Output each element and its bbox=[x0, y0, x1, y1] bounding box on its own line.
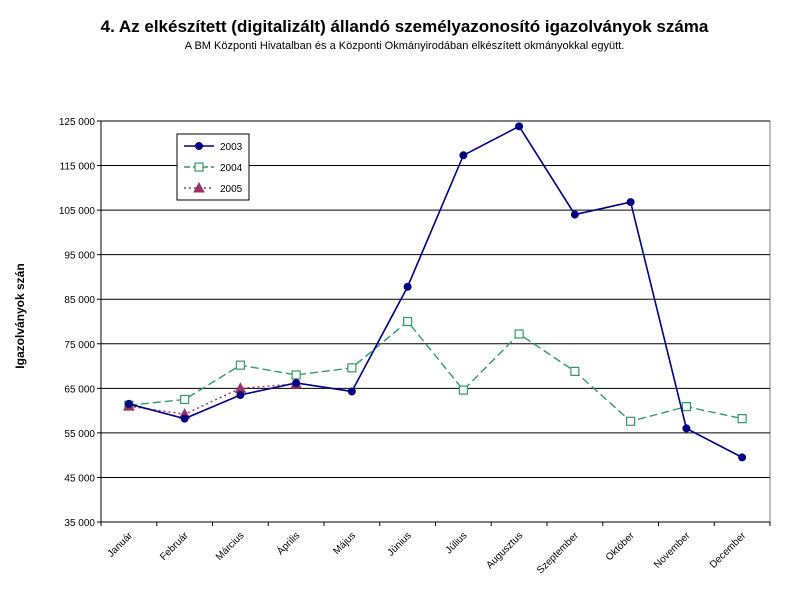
data-point-2004 bbox=[681, 402, 691, 412]
y-tick-label: 55 000 bbox=[64, 429, 95, 440]
y-tick-label: 85 000 bbox=[64, 295, 95, 306]
data-point-2003 bbox=[570, 210, 579, 219]
legend-marker-2005 bbox=[193, 181, 205, 193]
data-point-2004 bbox=[403, 316, 413, 327]
data-point-2003 bbox=[180, 414, 189, 423]
grid-lines bbox=[101, 120, 770, 478]
data-point-2003 bbox=[459, 151, 468, 160]
x-tick-label: Július bbox=[444, 530, 470, 556]
chart-title: 4. Az elkészített (digitalizált) állandó… bbox=[100, 17, 709, 36]
x-tick-label: Május bbox=[331, 530, 358, 557]
data-point-2003 bbox=[738, 453, 747, 462]
series-2003 bbox=[124, 122, 747, 462]
data-point-2003 bbox=[626, 198, 635, 207]
y-tick-label: 115 000 bbox=[60, 162, 96, 173]
data-point-2003 bbox=[403, 282, 412, 291]
legend: 2003 2004 2005 bbox=[176, 133, 250, 201]
data-point-2004 bbox=[291, 370, 301, 380]
x-tick-label: December bbox=[708, 530, 749, 571]
data-point-2003 bbox=[347, 387, 356, 396]
data-point-2004 bbox=[514, 329, 524, 339]
data-point-2003 bbox=[292, 378, 301, 387]
y-tick-label: 105 000 bbox=[59, 206, 96, 217]
y-axis-label: Igazolványok szán bbox=[13, 263, 27, 368]
legend-label-2003: 2003 bbox=[220, 142, 243, 153]
legend-label-2004: 2004 bbox=[220, 163, 243, 174]
data-point-2003 bbox=[682, 424, 691, 433]
data-point-2004 bbox=[347, 363, 357, 373]
series-layer bbox=[123, 122, 747, 462]
y-tick-label: 35 000 bbox=[64, 518, 95, 529]
chart-subtitle: A BM Központi Hivatalban és a Központi O… bbox=[184, 40, 625, 52]
data-point-2003 bbox=[124, 399, 133, 408]
data-point-2004 bbox=[626, 416, 636, 426]
x-tick-label: Április bbox=[274, 529, 302, 557]
series-line-2004 bbox=[128, 320, 743, 423]
data-point-2004 bbox=[180, 394, 190, 405]
x-tick-label: November bbox=[652, 530, 693, 571]
x-tick-label: Június bbox=[386, 530, 414, 558]
legend-marker-2003 bbox=[195, 142, 203, 150]
data-point-2004 bbox=[737, 414, 747, 424]
legend-label-2005: 2005 bbox=[220, 184, 243, 195]
x-tick-label: Január bbox=[106, 530, 136, 560]
y-tick-label: 45 000 bbox=[64, 473, 95, 484]
y-tick-label: 65 000 bbox=[64, 384, 95, 395]
legend-marker-2004 bbox=[194, 162, 204, 172]
series-line-2005 bbox=[128, 383, 297, 415]
data-point-2003 bbox=[515, 122, 524, 131]
data-point-2004 bbox=[235, 360, 245, 370]
data-point-2003 bbox=[236, 391, 245, 400]
x-tick-label: Február bbox=[158, 530, 191, 563]
x-tick-label: Szeptember bbox=[535, 530, 581, 576]
data-point-2004 bbox=[570, 366, 580, 377]
x-tick-label: Október bbox=[604, 530, 637, 563]
x-tick-label: Augusztus bbox=[484, 530, 525, 571]
data-point-2004 bbox=[458, 385, 468, 395]
y-tick-label: 75 000 bbox=[64, 340, 95, 351]
series-line-2003 bbox=[128, 125, 743, 459]
x-tick-label: Március bbox=[214, 530, 247, 563]
y-tick-label: 95 000 bbox=[64, 251, 95, 262]
y-tick-label: 125 000 bbox=[59, 117, 96, 128]
